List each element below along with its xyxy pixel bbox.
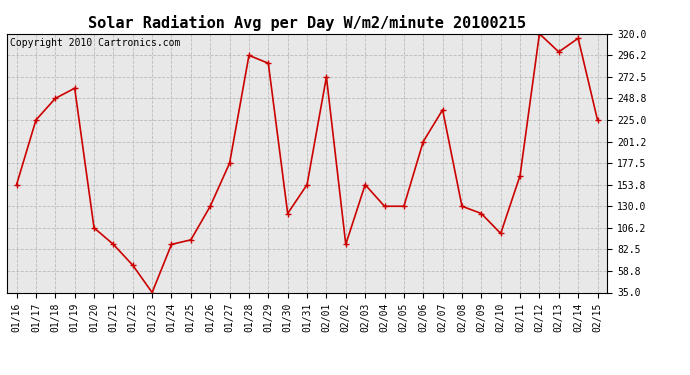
Title: Solar Radiation Avg per Day W/m2/minute 20100215: Solar Radiation Avg per Day W/m2/minute … <box>88 15 526 31</box>
Text: Copyright 2010 Cartronics.com: Copyright 2010 Cartronics.com <box>10 38 180 48</box>
